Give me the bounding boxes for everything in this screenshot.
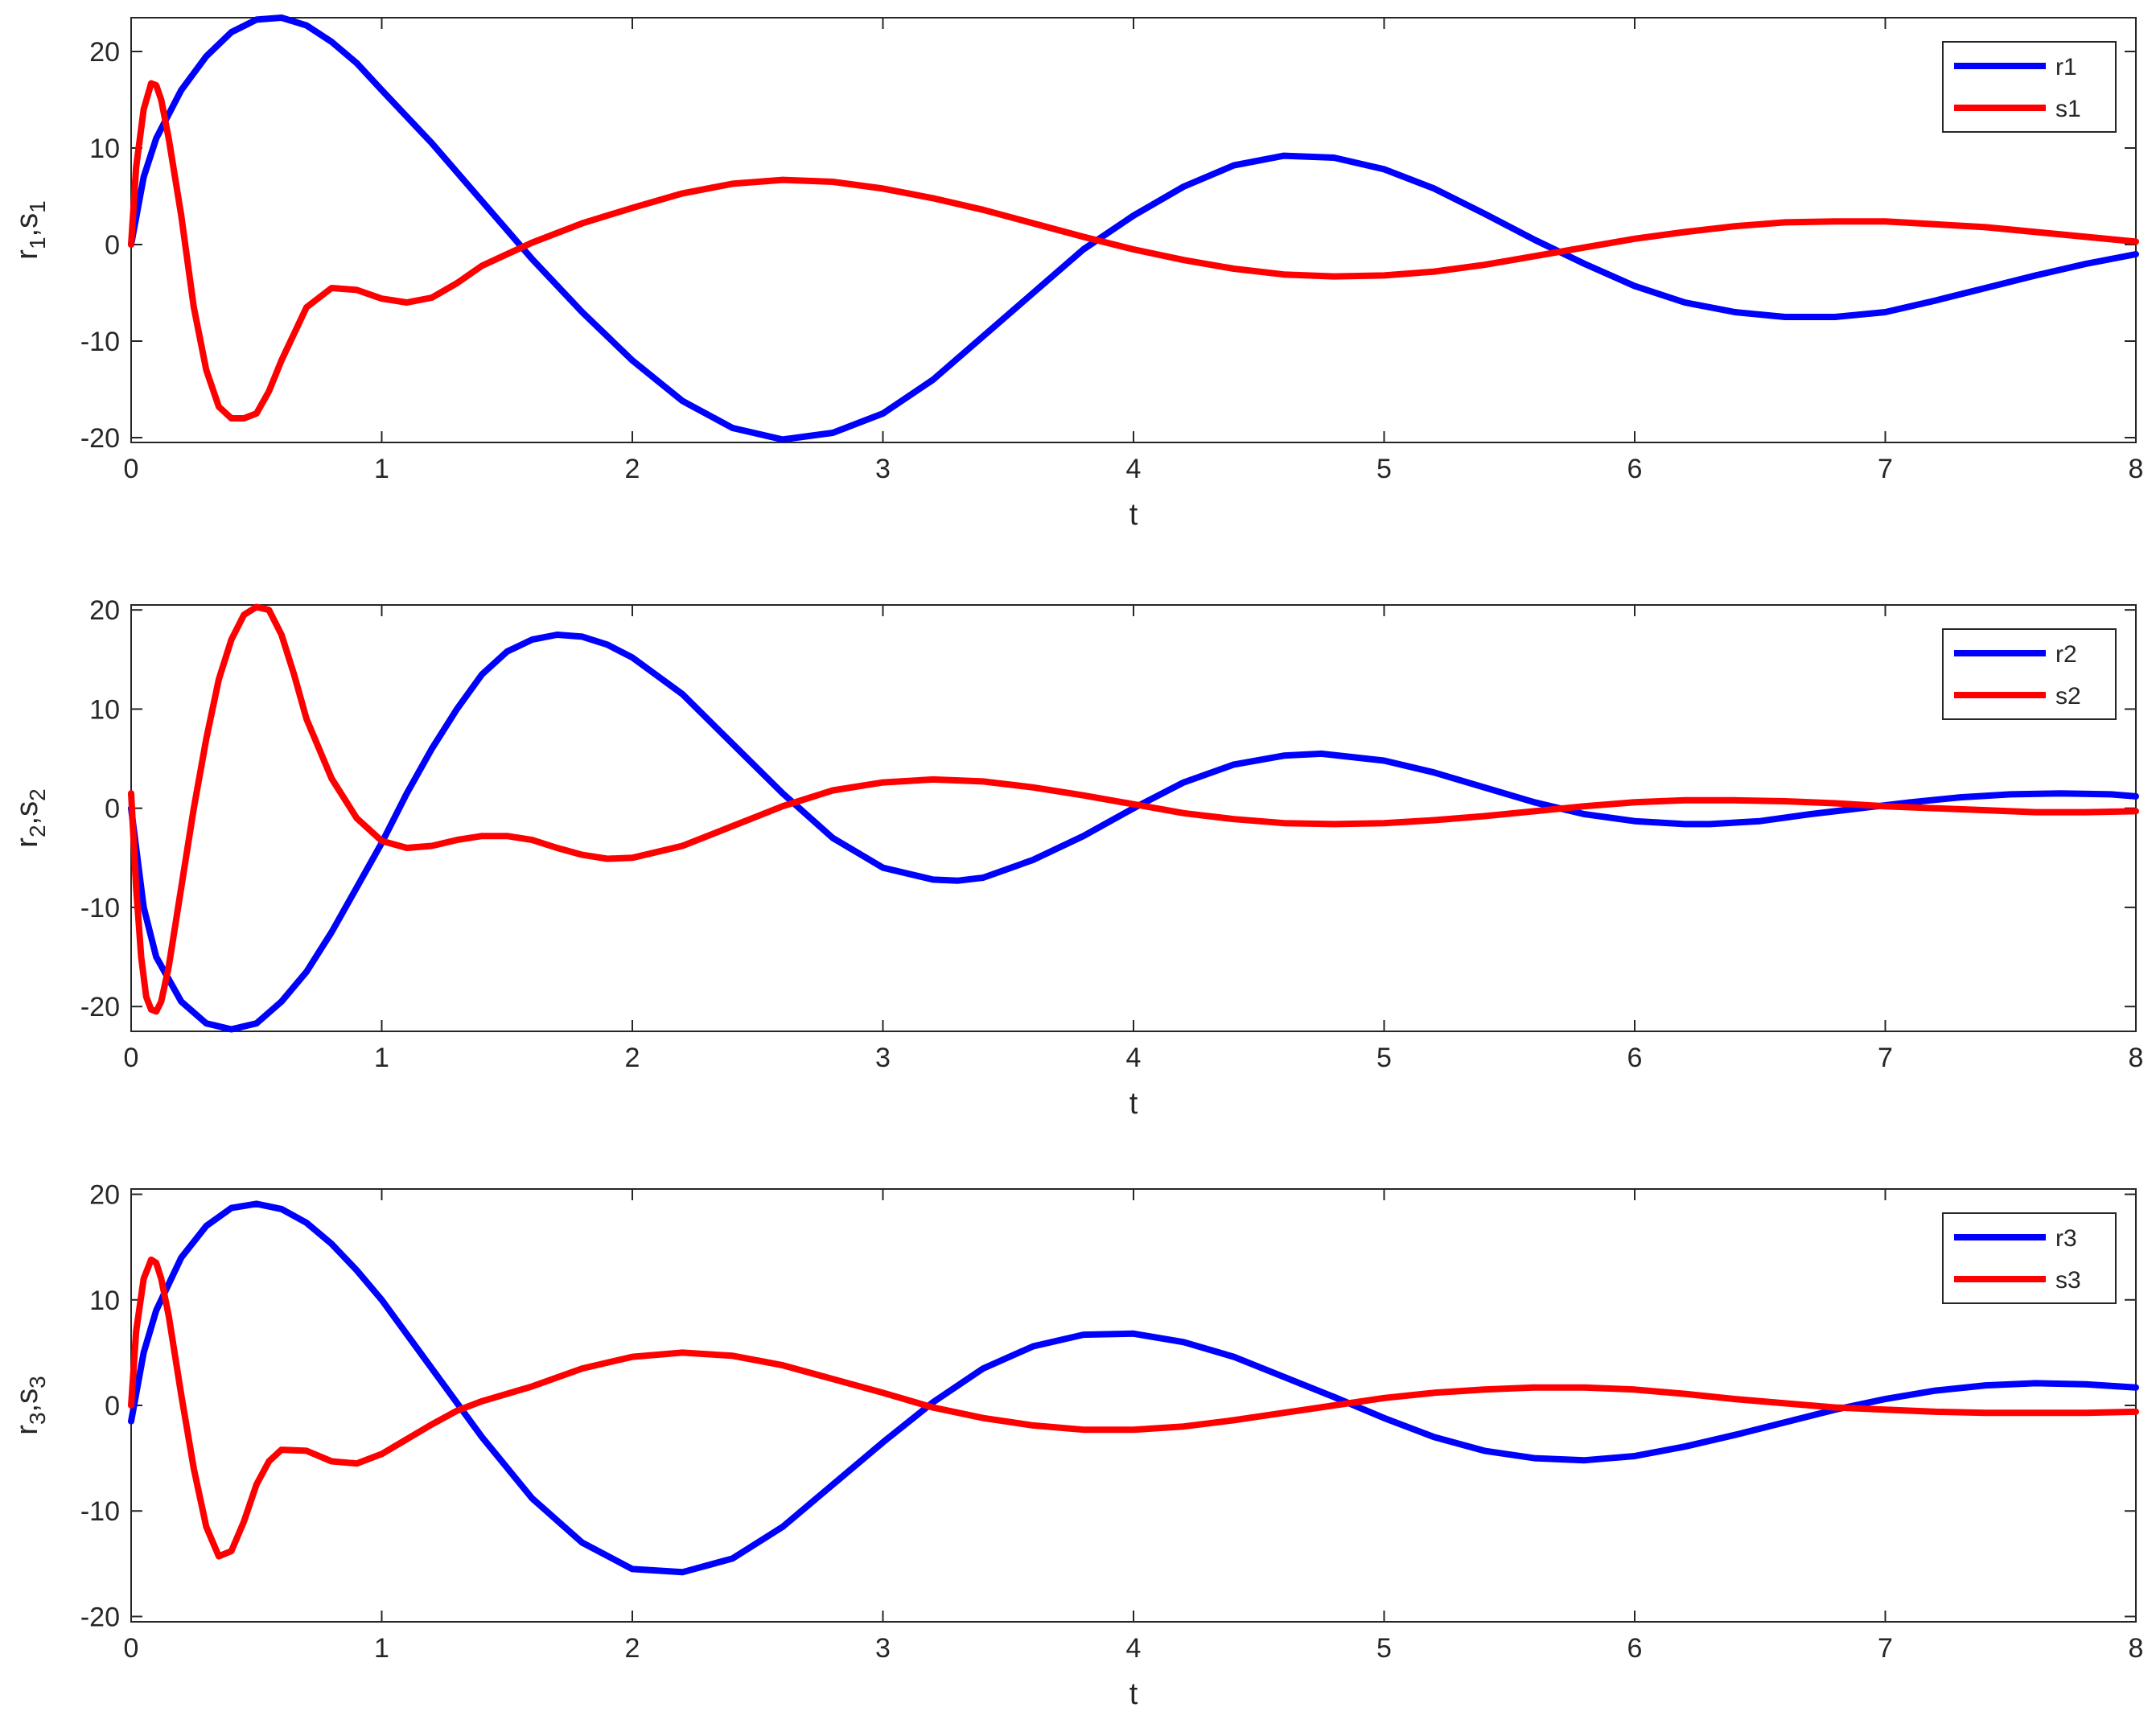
y-tick-label: 0 <box>105 794 120 825</box>
y-axis-label-sep: , <box>10 817 44 825</box>
y-axis-label-a-sub: 3 <box>25 1412 50 1425</box>
y-axis-label-b: s <box>10 213 44 228</box>
y-tick-label: -20 <box>80 423 120 454</box>
y-axis-label-a: r <box>10 1425 44 1435</box>
legend-label-r2: r2 <box>2055 641 2077 668</box>
series-line-r3 <box>128 1200 2139 1576</box>
y-tick-label: 10 <box>89 694 120 725</box>
x-tick-label: 5 <box>1376 1633 1392 1664</box>
y-axis-label-a-sub: 2 <box>25 825 50 837</box>
y-axis-label-a-sub: 1 <box>25 237 50 249</box>
x-axis-label: t <box>1129 498 1138 532</box>
series-line-s3 <box>128 1256 2139 1560</box>
x-tick-label: 5 <box>1376 1043 1392 1073</box>
series-line-r2 <box>128 632 2139 1033</box>
series-line-s1 <box>128 80 2139 422</box>
x-tick-label: 0 <box>124 454 139 484</box>
x-tick-label: 8 <box>2129 454 2144 484</box>
legend: r3 s3 <box>1942 1212 2117 1304</box>
legend-label-s3: s3 <box>2055 1267 2081 1294</box>
y-axis-label-b-sub: 1 <box>25 200 50 213</box>
x-tick-label: 4 <box>1126 454 1142 484</box>
legend-box <box>1942 628 2117 720</box>
x-tick-label: 7 <box>1878 454 1893 484</box>
legend: r1 s1 <box>1942 41 2117 133</box>
y-tick-label: -10 <box>80 1496 120 1527</box>
x-tick-label: 6 <box>1627 1043 1643 1073</box>
y-tick-label: 20 <box>89 595 120 626</box>
x-tick-label: 2 <box>625 454 640 484</box>
x-tick-label: 7 <box>1878 1043 1893 1073</box>
legend-label-r1: r1 <box>2055 54 2077 80</box>
y-tick-label: -10 <box>80 893 120 924</box>
x-tick-label: 8 <box>2129 1043 2144 1073</box>
legend-box <box>1942 1212 2117 1304</box>
axes-box <box>130 17 2137 443</box>
y-axis-label-sep: , <box>10 228 44 237</box>
x-tick-label: 3 <box>875 454 891 484</box>
y-axis-label: r2,s2 <box>10 788 50 847</box>
x-tick-label: 8 <box>2129 1633 2144 1664</box>
legend-label-r3: r3 <box>2055 1225 2077 1252</box>
y-tick-label: 20 <box>89 37 120 68</box>
y-axis-label-b-sub: 2 <box>25 788 50 801</box>
x-tick-label: 1 <box>374 1043 389 1073</box>
x-tick-label: 3 <box>875 1633 891 1664</box>
x-tick-label: 1 <box>374 454 389 484</box>
y-tick-label: 10 <box>89 134 120 164</box>
x-tick-label: 4 <box>1126 1633 1142 1664</box>
series-line-s2 <box>128 603 2139 1015</box>
y-tick-label: -20 <box>80 992 120 1022</box>
x-tick-label: 6 <box>1627 1633 1643 1664</box>
legend-box <box>1942 41 2117 133</box>
legend-label-s2: s2 <box>2055 683 2081 710</box>
y-tick-label: 10 <box>89 1286 120 1316</box>
x-axis-label: t <box>1129 1677 1138 1711</box>
y-axis-label-b-sub: 3 <box>25 1376 50 1389</box>
legend-label-s1: s1 <box>2055 96 2081 122</box>
series-line-r1 <box>128 14 2139 443</box>
axes-box <box>130 604 2137 1032</box>
y-axis-label: r3,s3 <box>10 1376 50 1434</box>
x-tick-label: 2 <box>625 1633 640 1664</box>
y-tick-label: 0 <box>105 230 120 261</box>
x-tick-label: 4 <box>1126 1043 1142 1073</box>
x-tick-label: 0 <box>124 1043 139 1073</box>
y-axis-label-a: r <box>10 837 44 848</box>
x-tick-label: 6 <box>1627 454 1643 484</box>
x-axis-label: t <box>1129 1087 1138 1121</box>
x-tick-label: 0 <box>124 1633 139 1664</box>
x-tick-label: 7 <box>1878 1633 1893 1664</box>
y-axis-label-b: s <box>10 1389 44 1404</box>
x-tick-label: 1 <box>374 1633 389 1664</box>
x-tick-label: 2 <box>625 1043 640 1073</box>
x-tick-label: 3 <box>875 1043 891 1073</box>
y-axis-label-b: s <box>10 801 44 817</box>
y-tick-label: 20 <box>89 1180 120 1211</box>
x-tick-label: 5 <box>1376 454 1392 484</box>
y-axis-label-a: r <box>10 249 44 260</box>
y-tick-label: -10 <box>80 327 120 357</box>
y-axis-label-sep: , <box>10 1404 44 1413</box>
y-tick-label: 0 <box>105 1391 120 1421</box>
legend: r2 s2 <box>1942 628 2117 720</box>
y-tick-label: -20 <box>80 1602 120 1632</box>
y-axis-label: r1,s1 <box>10 200 50 259</box>
